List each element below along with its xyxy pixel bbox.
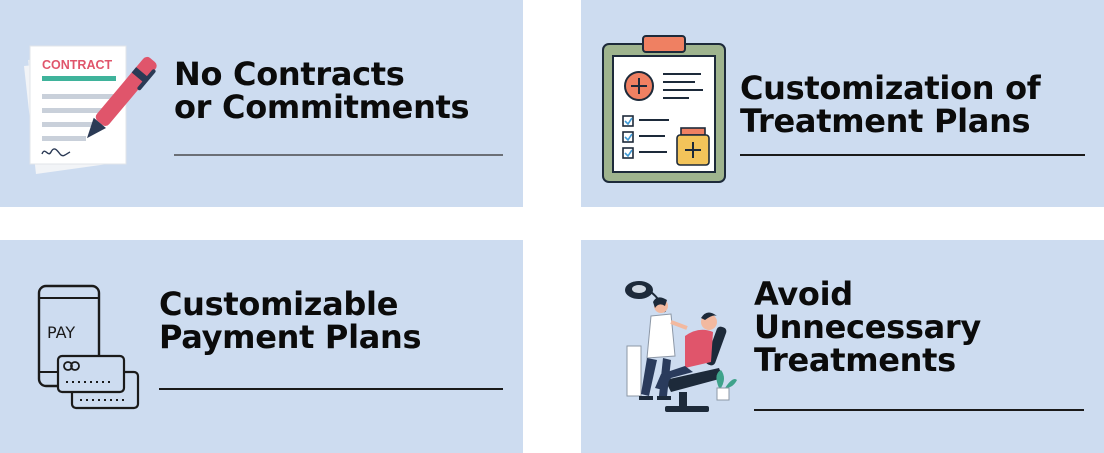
clipboard-treatment-plan-icon xyxy=(602,35,726,183)
contract-icon: CONTRACT xyxy=(24,45,157,174)
card-avoid-treatments: Avoid Unnecessary Treatments xyxy=(581,240,1104,453)
pay-label: PAY xyxy=(47,323,75,342)
mobile-payment-icon: PAY xyxy=(37,284,140,410)
divider-line xyxy=(174,154,503,156)
card-title: Avoid Unnecessary Treatments xyxy=(754,275,981,379)
card-title: No Contracts or Commitments xyxy=(174,55,470,126)
divider-line xyxy=(159,388,503,390)
card-title: Customization of Treatment Plans xyxy=(740,69,1041,140)
dentist-patient-illustration xyxy=(625,281,737,412)
divider-line xyxy=(740,154,1085,156)
card-no-contracts: CONTRACT No Contracts or Commitments xyxy=(0,0,523,207)
contract-icon-label: CONTRACT xyxy=(42,58,112,72)
divider-line xyxy=(754,409,1084,411)
card-customization-treatment: Customization of Treatment Plans xyxy=(581,0,1104,207)
card-payment-plans: PAY Customizable Payment Plans xyxy=(0,240,523,453)
card-title: Customizable Payment Plans xyxy=(159,285,422,356)
